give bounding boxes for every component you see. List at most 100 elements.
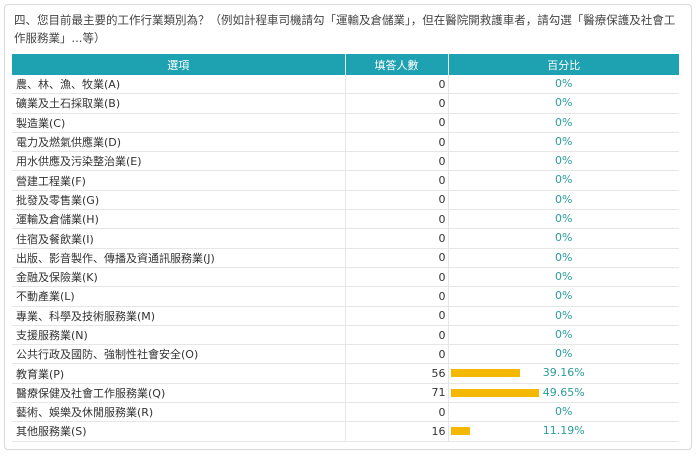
table-row: 支援服務業(N) 0 0% [12, 325, 679, 346]
response-count: 0 [345, 151, 449, 172]
percent-bar [450, 388, 539, 397]
response-count: 0 [345, 209, 449, 230]
header-option: 選項 [12, 54, 346, 75]
option-label: 農、林、漁、牧業(A) [12, 75, 346, 95]
table-row: 不動產業(L) 0 0% [12, 286, 679, 307]
response-count: 0 [345, 306, 449, 326]
option-label: 其他服務業(S) [12, 421, 346, 442]
table-row: 出版、影音製作、傳播及資通訊服務業(J) 0 0% [12, 248, 679, 268]
percent-cell: 49.65% [448, 383, 679, 404]
table-row: 公共行政及國防、強制性社會安全(O) 0 0% [12, 344, 679, 365]
percent-label: 0% [555, 308, 573, 322]
percent-cell: 11.19% [448, 421, 679, 442]
percent-cell: 0% [448, 132, 679, 153]
percent-cell: 0% [448, 402, 679, 423]
option-label: 用水供應及污染整治業(E) [12, 151, 346, 172]
response-count: 0 [345, 344, 449, 365]
option-label: 批發及零售業(G) [12, 190, 346, 211]
option-label: 公共行政及國防、強制性社會安全(O) [12, 344, 346, 365]
percent-label: 0% [555, 250, 573, 264]
header-count: 填答人數 [345, 54, 449, 75]
table-row: 製造業(C) 0 0% [12, 113, 679, 133]
percent-label: 0% [555, 96, 573, 110]
percent-label: 0% [555, 269, 573, 283]
percent-label: 49.65% [542, 385, 585, 399]
option-label: 礦業及土石採取業(B) [12, 93, 346, 114]
response-count: 0 [345, 113, 449, 133]
option-label: 醫療保健及社會工作服務業(Q) [12, 383, 346, 404]
response-count: 0 [345, 402, 449, 423]
percent-label: 0% [555, 212, 573, 226]
percent-cell: 0% [448, 344, 679, 365]
option-label: 電力及燃氣供應業(D) [12, 132, 346, 153]
response-count: 0 [345, 190, 449, 211]
option-label: 製造業(C) [12, 113, 346, 133]
percent-label: 0% [555, 77, 573, 90]
table-row: 農、林、漁、牧業(A) 0 0% [12, 75, 679, 95]
table-row: 其他服務業(S) 16 11.19% [12, 421, 679, 442]
percent-label: 0% [555, 173, 573, 187]
table-row: 用水供應及污染整治業(E) 0 0% [12, 151, 679, 172]
percent-cell: 0% [448, 325, 679, 346]
percent-label: 0% [555, 134, 573, 148]
percent-label: 0% [555, 327, 573, 341]
percent-cell: 0% [448, 248, 679, 268]
percent-label: 0% [555, 405, 573, 419]
question-text: 四、您目前最主要的工作行業類別為？（例如計程車司機請勾「運輸及倉儲業」，但在醫院… [14, 13, 676, 45]
response-count: 16 [345, 421, 449, 442]
response-count: 71 [345, 383, 449, 404]
percent-label: 0% [555, 154, 573, 168]
percent-label: 0% [555, 115, 573, 129]
option-label: 教育業(P) [12, 363, 346, 384]
response-count: 0 [345, 228, 449, 249]
percent-cell: 0% [448, 190, 679, 211]
table-row: 專業、科學及技術服務業(M) 0 0% [12, 306, 679, 326]
table-row: 住宿及餐飲業(I) 0 0% [12, 228, 679, 249]
table-row: 營建工程業(F) 0 0% [12, 170, 679, 191]
percent-cell: 0% [448, 306, 679, 326]
response-count: 0 [345, 286, 449, 307]
percent-cell: 0% [448, 93, 679, 114]
header-percent: 百分比 [448, 54, 679, 75]
response-count: 0 [345, 75, 449, 95]
percent-cell: 0% [448, 267, 679, 288]
table-row: 運輸及倉儲業(H) 0 0% [12, 209, 679, 230]
option-label: 營建工程業(F) [12, 170, 346, 191]
table-row: 金融及保險業(K) 0 0% [12, 267, 679, 288]
option-label: 藝術、娛樂及休閒服務業(R) [12, 402, 346, 423]
option-label: 支援服務業(N) [12, 325, 346, 346]
percent-label: 0% [555, 289, 573, 303]
percent-cell: 0% [448, 151, 679, 172]
response-count: 0 [345, 267, 449, 288]
table-row: 醫療保健及社會工作服務業(Q) 71 49.65% [12, 383, 679, 404]
option-label: 住宿及餐飲業(I) [12, 228, 346, 249]
percent-label: 39.16% [542, 366, 585, 380]
option-label: 專業、科學及技術服務業(M) [12, 306, 346, 326]
table-header-row: 選項 填答人數 百分比 [12, 54, 679, 75]
percent-cell: 0% [448, 113, 679, 133]
percent-label: 0% [555, 192, 573, 206]
percent-bar [450, 369, 521, 378]
table-row: 藝術、娛樂及休閒服務業(R) 0 0% [12, 402, 679, 423]
response-count: 0 [345, 248, 449, 268]
results-table: 選項 填答人數 百分比 農、林、漁、牧業(A) 0 0% 礦業及土石採取業(B) 0 0%… [12, 54, 679, 442]
percent-bar [450, 427, 471, 436]
response-count: 0 [345, 132, 449, 153]
table-row: 礦業及土石採取業(B) 0 0% [12, 93, 679, 114]
percent-cell: 0% [448, 209, 679, 230]
option-label: 運輸及倉儲業(H) [12, 209, 346, 230]
table-row: 教育業(P) 56 39.16% [12, 363, 679, 384]
table-row: 批發及零售業(G) 0 0% [12, 190, 679, 211]
percent-label: 0% [555, 231, 573, 245]
percent-cell: 0% [448, 228, 679, 249]
percent-cell: 0% [448, 286, 679, 307]
option-label: 金融及保險業(K) [12, 267, 346, 288]
percent-label: 11.19% [542, 424, 585, 438]
response-count: 0 [345, 325, 449, 346]
table-row: 電力及燃氣供應業(D) 0 0% [12, 132, 679, 153]
response-count: 56 [345, 363, 449, 384]
option-label: 出版、影音製作、傳播及資通訊服務業(J) [12, 248, 346, 268]
percent-cell: 0% [448, 170, 679, 191]
percent-cell: 39.16% [448, 363, 679, 384]
option-label: 不動產業(L) [12, 286, 346, 307]
